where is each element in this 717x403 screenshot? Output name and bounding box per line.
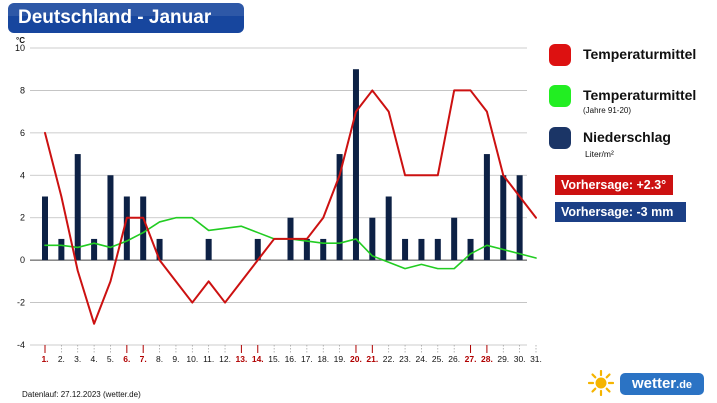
y-tick-label: -4 <box>17 340 25 350</box>
x-tick-label: 8. <box>156 354 163 364</box>
x-tick-label: 20. <box>350 354 362 364</box>
precip-bar <box>500 175 507 261</box>
chart-grid <box>30 47 527 346</box>
precip-bar <box>483 154 490 261</box>
forecast-temp-badge: Vorhersage: +2.3° <box>555 175 673 195</box>
wetter-logo: wetter.de <box>586 368 706 398</box>
precip-bar <box>434 238 441 261</box>
y-tick-label: 0 <box>20 255 25 265</box>
logo-wordmark: wetter.de <box>620 373 704 395</box>
y-tick-label: 10 <box>15 43 25 53</box>
precip-bar <box>156 238 163 261</box>
logo-main: wetter <box>631 375 677 392</box>
precip-bar <box>418 238 425 261</box>
precip-bar <box>107 175 114 261</box>
temp-lines <box>44 89 537 325</box>
precip-bar <box>352 69 359 261</box>
x-tick-label: 14. <box>252 354 264 364</box>
legend-precip-unit: Liter/m² <box>585 149 614 159</box>
y-tick-label: 8 <box>20 85 25 95</box>
footer-data-run: Datenlauf: 27.12.2023 (wetter.de) <box>22 390 141 399</box>
x-tick-label: 31. <box>530 354 542 364</box>
x-tick-label: 6. <box>123 354 130 364</box>
precip-bar <box>385 196 392 261</box>
precip-bar <box>303 238 310 261</box>
x-tick-label: 26. <box>448 354 460 364</box>
x-tick-label: 21. <box>366 354 378 364</box>
x-tick-label: 7. <box>140 354 147 364</box>
x-tick-label: 1. <box>41 354 48 364</box>
x-tick-label: 3. <box>74 354 81 364</box>
page-title: Deutschland - Januar <box>8 3 244 33</box>
temp-line <box>44 89 537 325</box>
page-title-text: Deutschland - Januar <box>18 7 212 28</box>
legend-temp-swatch <box>549 44 571 66</box>
x-tick-label: 29. <box>497 354 509 364</box>
x-tick-label: 11. <box>203 354 214 364</box>
x-tick-label: 13. <box>235 354 247 364</box>
x-tick-label: 4. <box>91 354 98 364</box>
precip-bar <box>467 238 474 261</box>
forecast-precip-badge: Vorhersage: -3 mm <box>555 202 686 222</box>
precip-bars <box>42 69 523 261</box>
precip-bar <box>123 196 130 261</box>
x-tick-label: 23. <box>399 354 411 364</box>
y-axis-unit: °C <box>16 36 25 45</box>
precip-bar <box>402 238 409 261</box>
y-tick-label: 2 <box>20 213 25 223</box>
x-tick-label: 15. <box>268 354 280 364</box>
precip-bar <box>320 238 327 261</box>
precip-bar <box>516 175 523 261</box>
x-tick-label: 17. <box>301 354 313 364</box>
x-tick-label: 19. <box>334 354 346 364</box>
y-tick-label: 6 <box>20 128 25 138</box>
precip-bar <box>451 217 458 261</box>
x-tick-label: 2. <box>58 354 65 364</box>
precip-bar <box>140 196 147 261</box>
legend-precip-label: Niederschlag <box>583 129 671 145</box>
x-tick-label: 22. <box>383 354 395 364</box>
x-tick-label: 10. <box>186 354 198 364</box>
legend-precip-swatch <box>549 127 571 149</box>
y-tick-label: 4 <box>20 170 25 180</box>
legend-temp-label: Temperaturmittel <box>583 46 697 62</box>
x-tick-label: 25. <box>432 354 444 364</box>
x-tick-label: 16. <box>285 354 297 364</box>
precip-bar <box>205 238 212 261</box>
precip-bar <box>74 154 81 261</box>
x-tick-label: 28. <box>481 354 493 364</box>
legend-avg-swatch <box>549 85 571 107</box>
x-tick-label: 5. <box>107 354 114 364</box>
x-tick-label: 9. <box>172 354 179 364</box>
legend-avg-label: Temperaturmittel <box>583 87 697 103</box>
x-tick-label: 27. <box>465 354 477 364</box>
chart-axes: -4 -2 0 2 4 6 8 10 1. 2. 3. 4. 5. 6. 7. 8. 9. 10. 11. 12. 13… <box>15 43 542 364</box>
logo-suffix: .de <box>676 379 693 391</box>
x-tick-label: 12. <box>219 354 231 364</box>
precip-bar <box>254 238 261 261</box>
y-tick-label: -2 <box>17 298 25 308</box>
x-tick-label: 18. <box>317 354 329 364</box>
precip-bar <box>336 154 343 261</box>
x-tick-label: 24. <box>416 354 428 364</box>
sun-icon <box>588 370 614 396</box>
legend-avg-sub: (Jahre 91-20) <box>583 106 632 115</box>
precip-bar <box>91 238 98 261</box>
x-tick-label: 30. <box>514 354 526 364</box>
precip-bar <box>369 217 376 261</box>
precip-bar <box>42 196 48 261</box>
precip-bar <box>58 238 65 261</box>
